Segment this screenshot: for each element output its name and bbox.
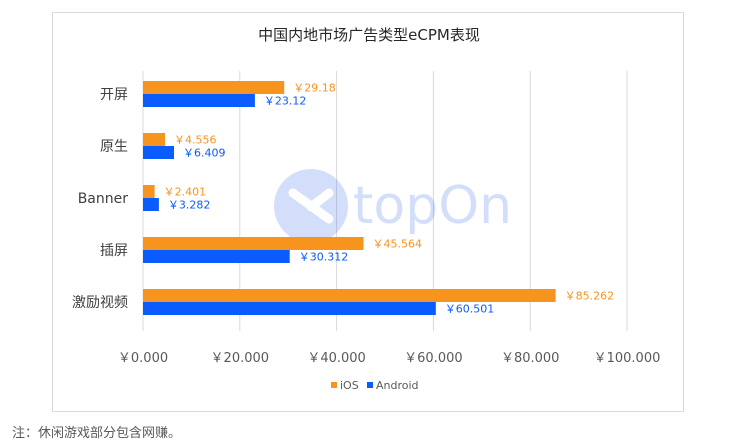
x-tick-labels: ￥0.000 ￥20.000 ￥40.000 ￥60.000 ￥80.000 ￥100.0… xyxy=(118,351,660,366)
watermark-text: topOn xyxy=(353,176,512,236)
bar-ios-4 xyxy=(143,289,556,302)
bar-android-2 xyxy=(143,198,159,211)
legend: iOS Android xyxy=(331,379,419,392)
x-tick-label-1: ￥20.000 xyxy=(211,351,269,366)
data-label-android-4: ￥60.501 xyxy=(445,303,495,316)
data-label-ios-0: ￥29.18 xyxy=(293,82,336,95)
footnote: 注：休闲游戏部分包含网赚。 xyxy=(12,426,182,441)
data-label-android-0: ￥23.12 xyxy=(264,95,307,108)
watermark-logo-mark xyxy=(288,188,334,224)
bar-android-4 xyxy=(143,302,436,315)
data-label-android-1: ￥6.409 xyxy=(183,147,226,160)
bar-android-1 xyxy=(143,146,175,159)
watermark-logo xyxy=(274,169,348,243)
topon-watermark: topOn xyxy=(274,169,512,243)
category-label-3: 插屏 xyxy=(100,243,128,259)
category-label-2: Banner xyxy=(78,191,129,207)
bar-ios-1 xyxy=(143,133,166,146)
category-label-0: 开屏 xyxy=(100,87,128,103)
category-label-4: 激励视频 xyxy=(72,294,128,311)
legend-label-ios: iOS xyxy=(340,379,359,392)
legend-swatch-android xyxy=(367,382,373,388)
legend-swatch-ios xyxy=(331,382,337,388)
x-tick-label-0: ￥0.000 xyxy=(118,351,168,366)
x-tick-label-5: ￥100.000 xyxy=(594,351,661,366)
gridlines xyxy=(142,71,628,331)
data-label-android-3: ￥30.312 xyxy=(299,251,349,264)
bar-ios-3 xyxy=(143,237,364,250)
chart-frame: topOn 中国内地市场广告类型eCPM表现 ￥29.18 ￥23.12 ￥4.55… xyxy=(52,12,684,412)
bar-chart: topOn 中国内地市场广告类型eCPM表现 ￥29.18￥23.12 ￥4.55… xyxy=(72,26,660,392)
x-tick-label-3: ￥60.000 xyxy=(404,351,463,366)
data-label-android-2: ￥3.282 xyxy=(168,199,211,212)
bar-ios-0 xyxy=(143,81,285,94)
data-label-ios-1: ￥4.556 xyxy=(174,134,217,147)
category-label-1: 原生 xyxy=(100,139,128,155)
data-label-ios-4: ￥85.262 xyxy=(565,290,615,303)
chart-title: 中国内地市场广告类型eCPM表现 xyxy=(258,26,480,44)
data-label-ios-3: ￥45.564 xyxy=(373,238,423,251)
bar-android-3 xyxy=(143,250,290,263)
x-tick-label-2: ￥40.000 xyxy=(307,351,366,366)
bar-ios-2 xyxy=(143,185,155,198)
bar-android-0 xyxy=(143,94,255,107)
data-label-ios-2: ￥2.401 xyxy=(164,186,207,199)
legend-label-android: Android xyxy=(376,379,419,392)
x-tick-label-4: ￥80.000 xyxy=(501,351,560,366)
bars: ￥29.18￥23.12 ￥4.556￥6.409 ￥2.401￥3.282 ￥45.… xyxy=(143,81,614,316)
